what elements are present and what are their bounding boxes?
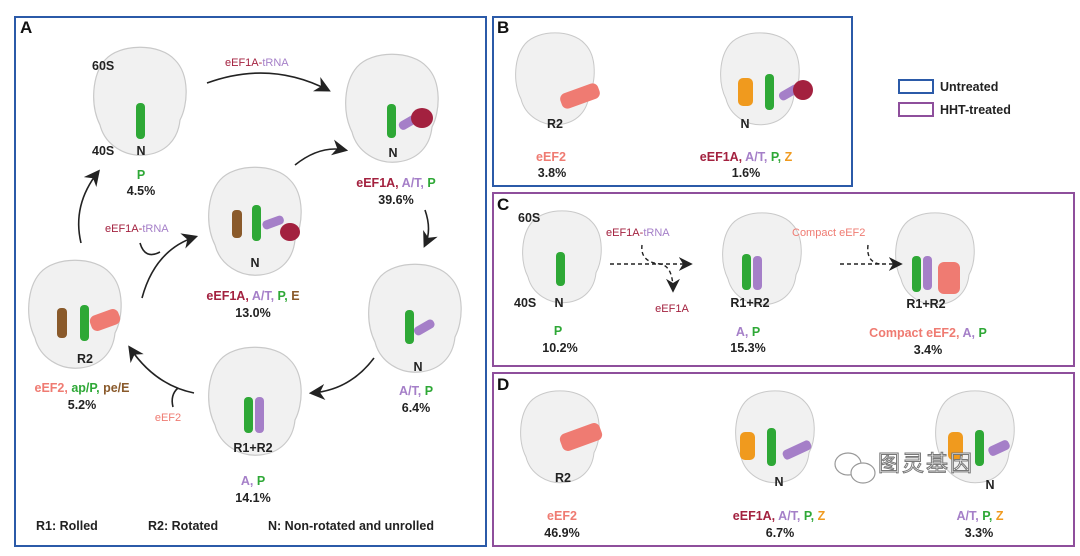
state-sites: A, P <box>240 474 266 488</box>
arrow-label-eef1a-trna: eEF1A-tRNA <box>606 227 670 239</box>
state-percent: 1.6% <box>731 166 761 180</box>
conformation: R2 <box>547 117 563 131</box>
panel-d-frame <box>492 372 1075 547</box>
state-sites: eEF2 <box>547 509 577 523</box>
state-sites: P <box>136 168 146 182</box>
panel-a-frame <box>14 16 487 547</box>
ribosome-b1 <box>515 32 595 126</box>
state-percent: 3.3% <box>964 526 994 540</box>
legend-r2: R2: Rotated <box>148 519 219 533</box>
panel-d-label: D <box>497 375 510 394</box>
state-percent: 15.3% <box>730 341 766 355</box>
state-percent: 13.0% <box>235 306 271 320</box>
ribosome-a4 <box>208 346 302 456</box>
conformation: N <box>388 146 398 160</box>
state-sites: A, P <box>735 325 761 339</box>
arrow-a3-a4 <box>308 357 375 400</box>
arrow-a1-a2 <box>206 72 331 92</box>
state-sites: eEF1A, A/T, P, Z <box>699 150 793 164</box>
legend-r1: R1: Rolled <box>36 519 98 533</box>
arrows <box>77 72 438 408</box>
legend-untreated-swatch <box>898 79 934 94</box>
wechat-icon <box>834 452 876 484</box>
legend-hht-label: HHT-treated <box>940 103 1011 117</box>
state-percent: 10.2% <box>542 341 578 355</box>
conformation: R1+R2 <box>730 296 770 310</box>
arrow-label-eef2: eEF2 <box>154 412 182 424</box>
conformation: N <box>985 478 995 492</box>
state-sites: eEF1A, A/T, P, Z <box>732 509 826 523</box>
arrow-a5-a1 <box>77 169 100 244</box>
arrow-label-compact-eef2: Compact eEF2 <box>792 227 866 239</box>
state-sites: A/T, P, Z <box>956 509 1004 523</box>
conformation: N <box>554 296 564 310</box>
state-percent: 6.7% <box>765 526 795 540</box>
label-40s: 40S <box>514 296 537 310</box>
state-sites: eEF2 <box>536 150 566 164</box>
conformation: N <box>413 360 423 374</box>
arrow-a4-a5 <box>128 345 195 394</box>
state-sites: eEF1A, A/T, P <box>356 176 436 190</box>
arrow-label-eef1a-trna: eEF1A-tRNA <box>225 57 289 69</box>
ribosome-a3 <box>368 263 462 373</box>
state-percent: 39.6% <box>378 193 414 207</box>
conformation: N <box>740 117 750 131</box>
state-percent: 5.2% <box>67 398 97 412</box>
label-60s: 60S <box>92 59 115 73</box>
state-percent: 3.8% <box>537 166 567 180</box>
conformation: N <box>136 144 146 158</box>
legend-untreated-label: Untreated <box>940 80 999 94</box>
ribosome-c3 <box>895 212 975 306</box>
arrow-label-eef1a-trna: eEF1A-tRNA <box>105 223 169 235</box>
panel-b-label: B <box>497 18 510 37</box>
released-eef1a-label: eEF1A <box>655 303 689 315</box>
conformation: R1+R2 <box>906 297 946 311</box>
panel-c-label: C <box>497 195 510 214</box>
ribosome-c2 <box>722 212 802 306</box>
panel-b-frame <box>492 16 853 187</box>
label-60s: 60S <box>518 211 541 225</box>
panel-c-frame <box>492 192 1075 367</box>
arrow-a5-a6 <box>141 233 199 299</box>
state-percent: 4.5% <box>126 184 156 198</box>
state-sites: P <box>553 324 563 338</box>
legend-hht-swatch <box>898 102 934 117</box>
conformation: R2 <box>555 471 571 485</box>
state-percent: 46.9% <box>544 526 580 540</box>
state-sites: A/T, P <box>398 384 434 398</box>
arrow-a2-a3 <box>423 209 438 248</box>
state-percent: 14.1% <box>235 491 271 505</box>
state-percent: 6.4% <box>401 401 431 415</box>
trna-densities <box>57 74 1010 466</box>
watermark: 图灵基因 <box>877 451 975 476</box>
conformation: N <box>250 256 260 270</box>
dashed-arrows <box>610 244 903 293</box>
state-sites: eEF2, ap/P, pe/E <box>34 381 130 395</box>
state-sites: eEF1A, A/T, P, E <box>206 289 300 303</box>
conformation: N <box>774 475 784 489</box>
legend-n: N: Non-rotated and unrolled <box>268 519 434 533</box>
ribosome-b2 <box>720 32 800 126</box>
state-percent: 3.4% <box>913 343 943 357</box>
state-sites: Compact eEF2, A, P <box>869 326 987 340</box>
label-40s: 40S <box>92 144 115 158</box>
arrow-eef2-join <box>171 387 179 408</box>
conformation: R1+R2 <box>233 441 273 455</box>
panel-a-label: A <box>20 18 33 37</box>
arrow-a6-a2 <box>294 139 349 166</box>
arrow-a-join <box>139 242 161 256</box>
conformation: R2 <box>77 352 93 366</box>
